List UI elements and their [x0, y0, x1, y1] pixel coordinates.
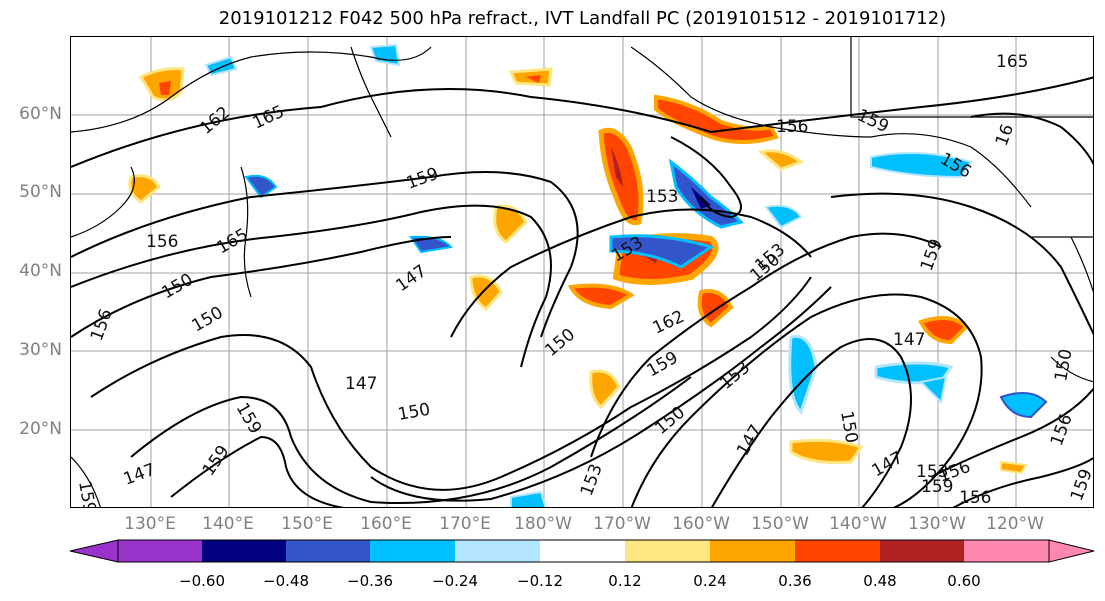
refractivity-contours — [71, 76, 1093, 507]
contour-label: 156 — [87, 306, 117, 343]
contour-label: 165 — [214, 225, 252, 259]
lat-label-30n: 30°N — [19, 340, 62, 360]
lon-label-150e: 150°E — [281, 514, 333, 534]
colorbar-cell — [964, 540, 1049, 562]
lat-label-40n: 40°N — [19, 261, 62, 281]
contour-label: 153 — [916, 462, 948, 482]
colorbar-cell — [202, 540, 286, 562]
lat-label-20n: 20°N — [19, 419, 62, 439]
contour-label: 159 — [74, 479, 99, 508]
contour-label: 147 — [345, 374, 377, 394]
colorbar-cells — [118, 540, 1049, 562]
colorbar-tick: 0.48 — [863, 572, 897, 590]
colorbar-extend-right — [1048, 539, 1095, 563]
colorbar-cell — [625, 540, 710, 562]
contour-label: 16 — [992, 122, 1018, 149]
contour-label: 147 — [733, 421, 767, 459]
contour-label: 162 — [196, 103, 234, 139]
graticule — [71, 37, 1093, 507]
contour-label: 153 — [646, 187, 678, 207]
lon-label-170e: 170°E — [439, 514, 491, 534]
colorbar-tick: −0.48 — [263, 572, 309, 590]
lon-label-160e: 160°E — [360, 514, 412, 534]
contour-label: 156 — [146, 232, 178, 252]
contour-label: 150 — [396, 400, 431, 425]
lon-label-120w: 120°W — [986, 514, 1044, 534]
lon-label-140e: 140°E — [202, 514, 254, 534]
contour-label: 147 — [121, 460, 158, 490]
colorbar-cell — [880, 540, 964, 562]
contour-label: 156 — [1047, 411, 1077, 448]
colorbar-cell — [540, 540, 625, 562]
contour-label: 159 — [1067, 466, 1094, 503]
lon-label-130w: 130°W — [908, 514, 966, 534]
contour-label: 150 — [189, 303, 227, 337]
contour-label: 165 — [996, 52, 1028, 72]
colorbar-tick: 0.36 — [778, 572, 812, 590]
colorbar-cell — [370, 540, 455, 562]
contour-label: 150 — [1051, 347, 1076, 382]
colorbar-extend-left — [69, 539, 119, 563]
contour-label: 156 — [959, 488, 991, 508]
colorbar-cell — [286, 540, 370, 562]
colorbar-tick: −0.36 — [347, 572, 393, 590]
colorbar-cell — [795, 540, 880, 562]
contour-label: 150 — [541, 325, 579, 361]
colorbar-cell — [710, 540, 795, 562]
lon-label-160w: 160°W — [672, 514, 730, 534]
colorbar-tick: −0.60 — [179, 572, 225, 590]
contour-label: 150 — [651, 403, 689, 439]
contour-label: 165 — [250, 102, 288, 134]
lon-label-140w: 140°W — [829, 514, 887, 534]
lon-label-180w: 180°W — [514, 514, 572, 534]
lon-label-170w: 170°W — [593, 514, 651, 534]
contour-label: 147 — [893, 330, 925, 350]
colorbar: −0.60 −0.48 −0.36 −0.24 −0.12 0.12 0.24 … — [0, 536, 1105, 601]
colorbar-cell — [455, 540, 540, 562]
colorbar-cell — [118, 540, 202, 562]
lat-label-50n: 50°N — [19, 182, 62, 202]
contour-label: 156 — [776, 117, 808, 137]
colorbar-tick: 0.60 — [947, 572, 981, 590]
contour-label: 159 — [917, 236, 947, 273]
colorbar-tick: 0.12 — [608, 572, 642, 590]
lon-label-130e: 130°E — [124, 514, 176, 534]
contour-label: 147 — [392, 261, 430, 296]
map-canvas: 165 162 165 159 156 159 153 156 16 165 1… — [71, 37, 1094, 508]
colorbar-tick: −0.12 — [517, 572, 563, 590]
contour-label: 150 — [836, 409, 861, 444]
contour-label: 159 — [232, 400, 266, 438]
contour-label: 159 — [644, 348, 682, 382]
contour-label: 159 — [199, 442, 234, 480]
lon-label-150w: 150°W — [751, 514, 809, 534]
contour-label: 147 — [869, 448, 907, 482]
coastlines — [71, 37, 1093, 507]
map-panel: 165 162 165 159 156 159 153 156 16 165 1… — [70, 36, 1094, 508]
colorbar-tick: −0.24 — [432, 572, 478, 590]
contour-labels: 165 162 165 159 156 159 153 156 16 165 1… — [74, 52, 1094, 508]
colorbar-tick: 0.24 — [693, 572, 727, 590]
map-title: 2019101212 F042 500 hPa refract., IVT La… — [218, 8, 947, 29]
contour-label: 159 — [921, 477, 953, 497]
contour-label: 150 — [159, 270, 197, 304]
contour-label: 153 — [577, 461, 607, 498]
contour-label: 159 — [404, 164, 441, 194]
lat-label-60n: 60°N — [19, 104, 62, 124]
colorbar-bar — [69, 539, 1095, 563]
